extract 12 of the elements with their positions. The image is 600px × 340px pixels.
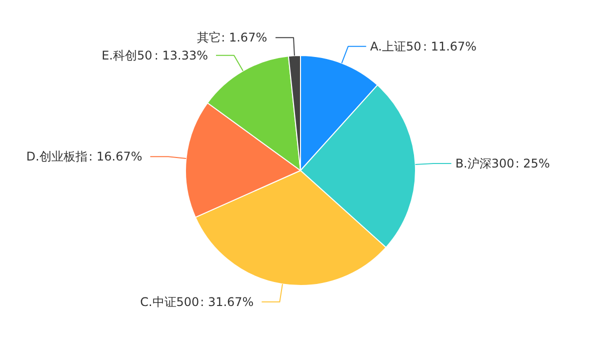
data-label: : 31.67%	[200, 294, 254, 309]
data-label: : 16.67%	[88, 150, 142, 164]
slice-label: C.中证500	[140, 294, 200, 309]
slice-label: A.上证50	[370, 39, 422, 54]
data-label: : 1.67%	[221, 30, 268, 45]
slice-label: B.沪深300	[455, 156, 514, 171]
slice-label: D.创业板指	[26, 150, 88, 164]
slice-label: E.科创50	[102, 48, 152, 62]
slice-label: 其它	[197, 30, 222, 45]
data-label: : 11.67%	[422, 39, 477, 54]
data-label: : 13.33%	[154, 48, 208, 62]
data-label: : 25%	[515, 156, 550, 171]
